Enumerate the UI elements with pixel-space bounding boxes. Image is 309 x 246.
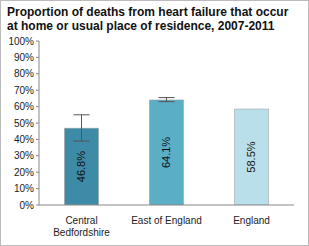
svg-text:CentralBedfordshire: CentralBedfordshire [53,215,110,238]
svg-text:100%: 100% [8,36,34,47]
svg-text:58.5%: 58.5% [246,141,258,172]
svg-text:0%: 0% [20,200,35,211]
svg-text:90%: 90% [14,52,34,63]
svg-text:60%: 60% [14,101,34,112]
svg-text:England: England [233,215,270,226]
svg-text:East of England: East of England [131,215,202,226]
svg-text:40%: 40% [14,134,34,145]
svg-text:64.1%: 64.1% [161,137,173,168]
svg-text:20%: 20% [14,167,34,178]
svg-text:70%: 70% [14,85,34,96]
svg-text:50%: 50% [14,118,34,129]
svg-text:10%: 10% [14,183,34,194]
html-text:Proportion of deaths from hear: Proportion of deaths from heart failure … [7,5,289,33]
svg-text:80%: 80% [14,68,34,79]
svg-text:30%: 30% [14,150,34,161]
svg-text:46.8%: 46.8% [76,151,88,182]
